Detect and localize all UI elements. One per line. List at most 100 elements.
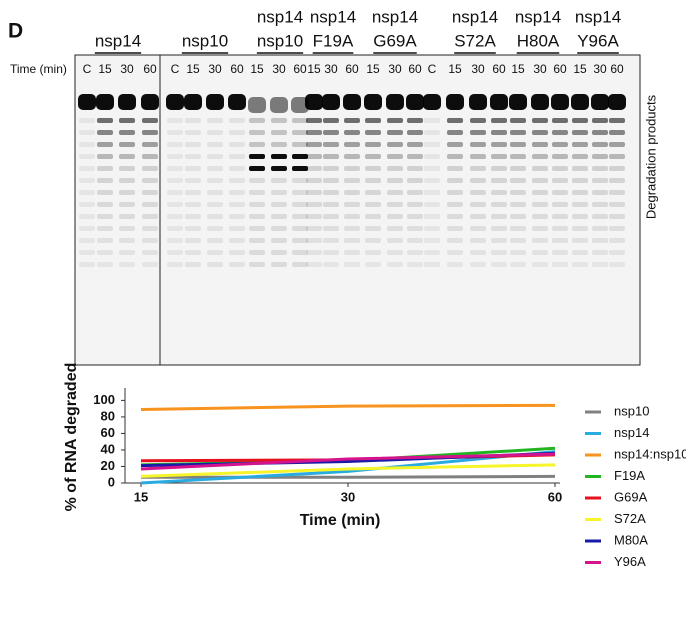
band: [572, 214, 588, 219]
band: [592, 250, 608, 255]
band: [249, 226, 265, 231]
band: [572, 190, 588, 195]
band: [407, 178, 423, 183]
group-label: nsp14: [95, 31, 141, 50]
band: [447, 226, 463, 231]
band: [167, 190, 183, 195]
band: [249, 118, 265, 123]
band: [167, 238, 183, 243]
band: [119, 154, 135, 159]
band: [609, 202, 625, 207]
band: [552, 226, 568, 231]
legend-label: Y96A: [614, 554, 646, 569]
band: [271, 130, 287, 135]
band: [185, 202, 201, 207]
group-label: H80A: [517, 31, 560, 50]
band: [510, 130, 526, 135]
band: [532, 190, 548, 195]
band: [510, 214, 526, 219]
band: [447, 154, 463, 159]
band: [229, 238, 245, 243]
band: [207, 154, 223, 159]
band: [491, 178, 507, 183]
band: [292, 178, 308, 183]
band: [119, 238, 135, 243]
band: [592, 190, 608, 195]
band: [572, 250, 588, 255]
series-line: [141, 474, 556, 479]
band: [552, 214, 568, 219]
band: [510, 250, 526, 255]
band: [609, 166, 625, 171]
legend-label: G69A: [614, 489, 648, 504]
band: [271, 214, 287, 219]
band: [306, 118, 322, 123]
band: [532, 226, 548, 231]
band: [142, 166, 158, 171]
lane-label: 15: [307, 62, 321, 76]
band: [491, 166, 507, 171]
band: [491, 202, 507, 207]
band: [592, 130, 608, 135]
band: [119, 130, 135, 135]
group-label: S72A: [454, 31, 496, 50]
band: [97, 250, 113, 255]
band: [305, 94, 323, 110]
band: [407, 154, 423, 159]
band: [491, 214, 507, 219]
band: [271, 238, 287, 243]
band: [407, 214, 423, 219]
band: [387, 262, 403, 267]
band: [552, 142, 568, 147]
band: [365, 262, 381, 267]
band: [249, 178, 265, 183]
band: [344, 214, 360, 219]
band: [292, 154, 308, 159]
band: [271, 226, 287, 231]
band: [229, 226, 245, 231]
lane-label: 30: [120, 62, 134, 76]
band: [470, 166, 486, 171]
band: [609, 226, 625, 231]
band: [185, 190, 201, 195]
band: [306, 130, 322, 135]
band: [572, 166, 588, 171]
band: [470, 238, 486, 243]
band: [552, 178, 568, 183]
y-tick-label: 60: [101, 425, 115, 440]
band: [248, 97, 266, 113]
y-tick-label: 80: [101, 408, 115, 423]
band: [365, 238, 381, 243]
band: [572, 154, 588, 159]
band: [249, 250, 265, 255]
lane-label: 15: [186, 62, 200, 76]
band: [142, 250, 158, 255]
band: [387, 142, 403, 147]
lane-label: 15: [250, 62, 264, 76]
band: [470, 250, 486, 255]
band: [365, 118, 381, 123]
band: [271, 250, 287, 255]
band: [424, 142, 440, 147]
band: [323, 262, 339, 267]
band: [386, 94, 404, 110]
band: [424, 202, 440, 207]
band: [97, 130, 113, 135]
group-label: F19A: [313, 31, 354, 50]
lane-label: 60: [143, 62, 157, 76]
band: [344, 250, 360, 255]
band: [551, 94, 569, 110]
band: [365, 214, 381, 219]
band: [97, 226, 113, 231]
band: [609, 130, 625, 135]
band: [510, 142, 526, 147]
band: [491, 190, 507, 195]
band: [387, 226, 403, 231]
band: [229, 118, 245, 123]
band: [552, 262, 568, 267]
band: [423, 94, 441, 110]
x-tick-label: 15: [134, 489, 148, 504]
band: [510, 154, 526, 159]
band: [323, 154, 339, 159]
